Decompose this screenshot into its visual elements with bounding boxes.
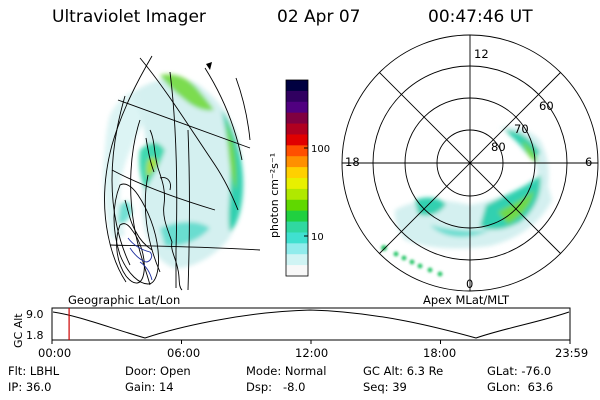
altitude-xtick-0000: 00:00 (38, 346, 71, 360)
header-title: Ultraviolet Imager (52, 7, 206, 27)
polar-mlt-label-18: 18 (345, 155, 360, 169)
colorbar-cell (286, 188, 308, 201)
colorbar-cell (286, 265, 308, 277)
polar-mlt-label-6: 6 (585, 155, 592, 169)
polar-lat-label-70: 70 (514, 122, 529, 136)
info-door: Door: Open (125, 364, 191, 378)
colorbar-frame (285, 79, 309, 277)
altitude-ytick-low: 1.8 (26, 329, 44, 342)
polar-panel-label: Apex MLat/MLT (423, 293, 510, 307)
geo-panel-label: Geographic Lat/Lon (68, 293, 180, 307)
colorbar-unit-label: photon cm⁻²s⁻¹ (268, 153, 281, 238)
colorbar-cell (286, 80, 308, 92)
polar-lat-label-60: 60 (539, 99, 554, 113)
info-dsp: Dsp: -8.0 (246, 380, 306, 394)
altitude-xtick-2359: 23:59 (555, 346, 588, 360)
polar-auroral-emission (381, 126, 552, 277)
colorbar-tick-label-100: 100 (311, 144, 330, 155)
altitude-ylabel: GC Alt (12, 313, 25, 348)
altitude-strip: GC Alt 9.0 1.8 00:00 06:00 12:00 18:00 2… (12, 307, 588, 360)
polar-lat-label-80: 80 (491, 140, 506, 154)
altitude-xtick-marks (51, 340, 571, 344)
colorbar-cell (286, 243, 308, 255)
colorbar-cell (286, 232, 308, 244)
info-filter: Flt: LBHL (8, 364, 60, 378)
colorbar-gradient (286, 80, 308, 277)
polar-mlt-label-12: 12 (474, 47, 489, 61)
colorbar-cell (286, 167, 308, 179)
colorbar-cell (286, 178, 308, 190)
colorbar-cell (286, 156, 308, 168)
altitude-strip-frame (51, 307, 571, 341)
geo-orbit-arrow (206, 62, 212, 70)
colorbar-cell (286, 199, 308, 212)
colorbar-cell (286, 221, 308, 233)
polar-meridian-diag-2 (379, 72, 561, 254)
info-mode: Mode: Normal (246, 364, 327, 378)
colorbar-cell (286, 134, 308, 146)
info-glon: GLon: 63.6 (487, 380, 554, 394)
polar-mlt-label-0: 0 (466, 277, 473, 291)
colorbar-cell (286, 123, 308, 135)
info-ip: IP: 36.0 (8, 380, 52, 394)
altitude-ytick-high: 9.0 (26, 308, 44, 321)
colorbar-cell (286, 254, 308, 266)
polar-grid (341, 34, 599, 292)
colorbar-cell (286, 101, 308, 114)
geo-grid-lines (104, 55, 261, 291)
colorbar-cell (286, 145, 308, 157)
altitude-xtick-0600: 06:00 (167, 346, 200, 360)
colorbar-cell (286, 90, 308, 103)
geo-coastline-blue (127, 237, 153, 281)
info-gain: Gain: 14 (125, 380, 174, 394)
colorbar: 100 10 photon cm⁻²s⁻¹ (268, 79, 330, 277)
polar-image: 12 18 6 0 60 70 80 Apex MLat/MLT (341, 34, 599, 307)
info-gc-alt: GC Alt: 6.3 Re (363, 364, 444, 378)
altitude-xtick-1200: 12:00 (295, 346, 328, 360)
colorbar-cell (286, 112, 308, 125)
altitude-curve (52, 309, 570, 339)
altitude-xtick-1800: 18:00 (423, 346, 456, 360)
colorbar-tick-label-10: 10 (311, 232, 324, 243)
colorbar-cell (286, 210, 308, 223)
header-date: 02 Apr 07 (277, 7, 361, 27)
info-glat: GLat: -76.0 (487, 364, 552, 378)
geographic-image: Geographic Lat/Lon (68, 55, 261, 307)
header-time: 00:47:46 UT (428, 7, 533, 27)
info-seq: Seq: 39 (363, 380, 407, 394)
